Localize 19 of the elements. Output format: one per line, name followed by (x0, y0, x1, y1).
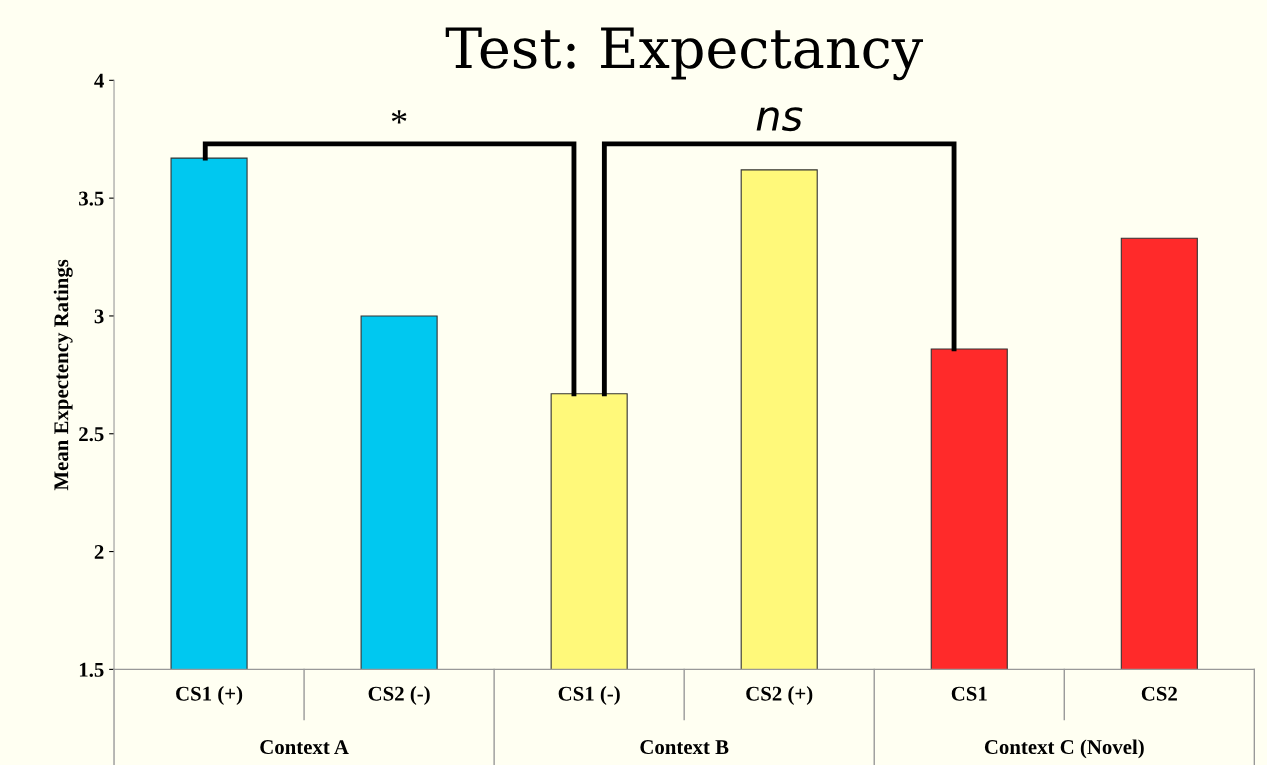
text: Context A (260, 740, 349, 755)
x-tick-label: CS2 (-) (368, 686, 430, 705)
x-tick-label: CS1 (-) (558, 686, 620, 705)
y-tick-label: 2.5 (79, 427, 104, 442)
annotation: ns (756, 107, 803, 132)
x-tick-label: CS1 (+) (176, 686, 243, 705)
chart-title: Test: Expectancy (445, 27, 924, 81)
x-tick-label: CS1 (951, 686, 987, 701)
annotation: * (391, 110, 407, 124)
y-tick-label: 3.5 (79, 191, 104, 206)
x-tick-label: CS2 (1141, 686, 1177, 701)
x-tick-label: CS2 (+) (746, 686, 813, 705)
y-tick-label: 4 (94, 73, 104, 88)
text: Context B (640, 740, 729, 755)
y-tick-label: 2 (94, 545, 104, 559)
y-tick-label: 3 (94, 309, 104, 324)
y-axis-title: Mean Expectency Ratings (53, 259, 73, 491)
y-tick-label: 1.5 (79, 662, 104, 677)
text: Context C (Novel) (984, 739, 1144, 759)
